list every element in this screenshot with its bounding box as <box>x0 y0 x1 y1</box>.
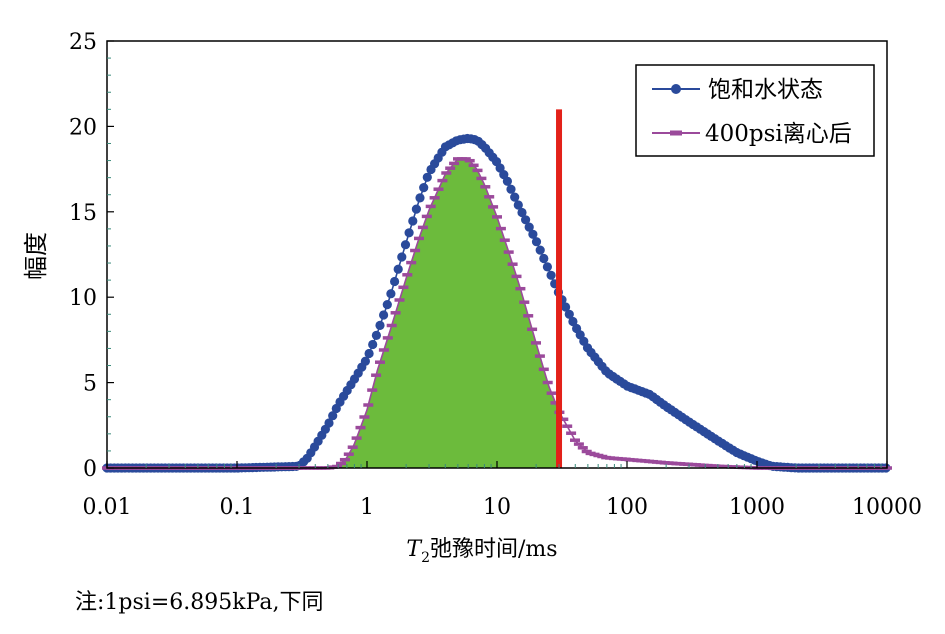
data-point <box>371 330 381 340</box>
data-point <box>521 215 531 225</box>
data-point <box>564 309 574 319</box>
x-tick-label: 0.01 <box>83 495 132 520</box>
data-point <box>535 245 545 255</box>
x-tick-label: 100 <box>606 495 648 520</box>
data-point <box>382 300 392 310</box>
data-point <box>368 339 378 350</box>
data-point <box>411 204 421 214</box>
data-point <box>422 172 432 182</box>
x-axis-label-rest: 弛豫时间/ms <box>430 537 558 562</box>
x-tick-label: 1 <box>360 495 374 520</box>
y-tick-label: 0 <box>83 457 97 482</box>
data-point <box>510 192 520 202</box>
data-point <box>524 222 534 232</box>
legend: 饱和水状态 400psi离心后 <box>635 64 875 157</box>
data-point <box>568 316 578 327</box>
data-point <box>393 264 403 274</box>
legend-marker-saturated <box>671 84 681 94</box>
x-axis-label-sub: 2 <box>421 550 430 566</box>
data-point <box>502 176 512 186</box>
data-point <box>513 200 523 210</box>
y-tick-label: 25 <box>69 30 97 55</box>
data-point <box>419 183 429 193</box>
data-point <box>360 356 370 366</box>
y-tick-label: 15 <box>69 201 97 226</box>
data-point <box>408 216 418 226</box>
data-point <box>546 270 556 280</box>
data-point <box>542 262 553 272</box>
data-point <box>397 252 407 262</box>
data-point <box>375 320 385 330</box>
legend-label-saturated: 饱和水状态 <box>708 77 823 103</box>
legend-box <box>635 64 875 157</box>
data-point <box>364 348 374 359</box>
data-point <box>390 276 400 287</box>
y-tick-label: 20 <box>69 115 97 140</box>
footnote: 注:1psi=6.895kPa,下同 <box>75 590 324 615</box>
data-point <box>561 302 571 312</box>
y-tick-label: 5 <box>83 372 97 397</box>
data-point <box>379 310 389 320</box>
data-point <box>328 411 338 421</box>
data-point <box>415 193 425 203</box>
y-tick-label: 10 <box>69 286 97 311</box>
data-point <box>531 237 542 247</box>
x-axis-label: T2弛豫时间/ms <box>406 537 557 566</box>
data-point <box>506 184 516 194</box>
x-tick-label: 1000 <box>729 495 785 520</box>
shaded-area <box>107 158 559 468</box>
data-point <box>400 240 411 250</box>
data-point <box>539 253 549 264</box>
data-point <box>324 418 334 428</box>
data-point <box>528 229 538 239</box>
x-tick-label: 0.1 <box>220 495 255 520</box>
data-point <box>404 228 414 238</box>
data-point <box>517 207 527 218</box>
data-point <box>386 289 396 299</box>
y-axis-label: 幅度 <box>22 232 50 280</box>
legend-label-centrifuged: 400psi离心后 <box>705 121 852 147</box>
x-tick-label: 10 <box>483 495 511 520</box>
x-axis-label-main: T <box>406 537 423 562</box>
x-tick-label: 10000 <box>852 495 922 520</box>
